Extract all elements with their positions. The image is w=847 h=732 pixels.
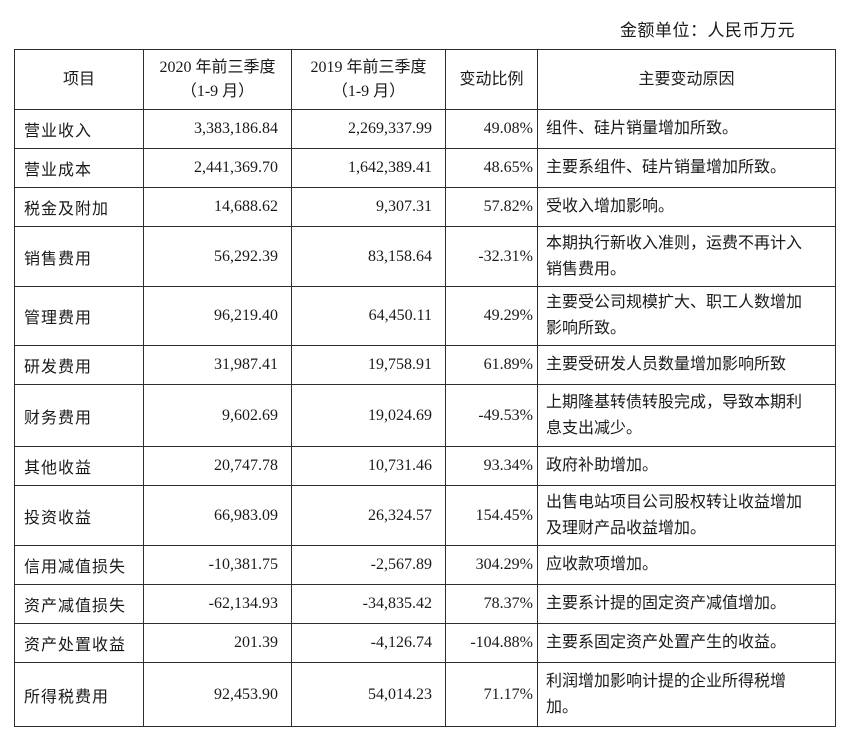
header-row: 项目 2020 年前三季度 （1-9 月） 2019 年前三季度 （1-9 月）… — [14, 49, 836, 110]
change-ratio-cell: 49.08% — [445, 109, 538, 149]
col-header-change: 变动比例 — [445, 49, 538, 110]
item-cell: 营业收入 — [14, 109, 144, 149]
value-2020-cell: 20,747.78 — [143, 446, 292, 486]
change-ratio-cell: 48.65% — [445, 148, 538, 188]
change-ratio-cell: 49.29% — [445, 286, 538, 346]
table-row: 销售费用 56,292.39 83,158.64 -32.31% 本期执行新收入… — [14, 226, 836, 287]
item-cell: 税金及附加 — [14, 187, 144, 227]
col-header-2019-line1: 2019 年前三季度 — [310, 59, 427, 77]
table-row: 投资收益 66,983.09 26,324.57 154.45% 出售电站项目公… — [14, 485, 836, 546]
value-2019-cell: -2,567.89 — [291, 545, 446, 585]
value-2020-cell: 3,383,186.84 — [143, 109, 292, 149]
value-2019-cell: 2,269,337.99 — [291, 109, 446, 149]
reason-cell: 主要受研发人员数量增加影响所致 — [537, 345, 836, 385]
col-header-item-label: 项目 — [62, 70, 95, 88]
value-2019-cell: -4,126.74 — [291, 623, 446, 663]
item-cell: 信用减值损失 — [14, 545, 144, 585]
value-2020-cell: -62,134.93 — [143, 584, 292, 624]
col-header-2020: 2020 年前三季度 （1-9 月） — [143, 49, 292, 110]
table-row: 管理费用 96,219.40 64,450.11 49.29% 主要受公司规模扩… — [14, 286, 836, 346]
item-cell: 所得税费用 — [14, 662, 144, 727]
value-2020-cell: 92,453.90 — [143, 662, 292, 727]
table-row: 研发费用 31,987.41 19,758.91 61.89% 主要受研发人员数… — [14, 345, 836, 385]
value-2020-cell: 56,292.39 — [143, 226, 292, 287]
reason-cell: 主要受公司规模扩大、职工人数增加影响所致。 — [537, 286, 836, 346]
value-2019-cell: 1,642,389.41 — [291, 148, 446, 188]
table-row: 财务费用 9,602.69 19,024.69 -49.53% 上期隆基转债转股… — [14, 384, 836, 447]
reason-cell: 组件、硅片销量增加所致。 — [537, 109, 836, 149]
value-2020-cell: 14,688.62 — [143, 187, 292, 227]
reason-cell: 主要系计提的固定资产减值增加。 — [537, 584, 836, 624]
table-row: 所得税费用 92,453.90 54,014.23 71.17% 利润增加影响计… — [14, 662, 836, 727]
col-header-change-label: 变动比例 — [459, 70, 524, 88]
reason-cell: 受收入增加影响。 — [537, 187, 836, 227]
change-ratio-cell: -32.31% — [445, 226, 538, 287]
item-cell: 财务费用 — [14, 384, 144, 447]
item-cell: 资产减值损失 — [14, 584, 144, 624]
value-2019-cell: 64,450.11 — [291, 286, 446, 346]
item-cell: 研发费用 — [14, 345, 144, 385]
change-ratio-cell: 61.89% — [445, 345, 538, 385]
value-2019-cell: 19,758.91 — [291, 345, 446, 385]
reason-cell: 本期执行新收入准则，运费不再计入销售费用。 — [537, 226, 836, 287]
item-cell: 管理费用 — [14, 286, 144, 346]
table-row: 营业收入 3,383,186.84 2,269,337.99 49.08% 组件… — [14, 109, 836, 149]
col-header-2019-line2: （1-9 月） — [331, 82, 406, 100]
reason-cell: 上期隆基转债转股完成，导致本期利息支出减少。 — [537, 384, 836, 447]
col-header-2020-line2: （1-9 月） — [180, 82, 255, 100]
value-2019-cell: -34,835.42 — [291, 584, 446, 624]
value-2020-cell: 201.39 — [143, 623, 292, 663]
change-ratio-cell: 154.45% — [445, 485, 538, 546]
value-2019-cell: 19,024.69 — [291, 384, 446, 447]
amount-unit-label: 金额单位：人民币万元 — [620, 21, 795, 40]
value-2020-cell: 9,602.69 — [143, 384, 292, 447]
value-2019-cell: 9,307.31 — [291, 187, 446, 227]
change-ratio-cell: 304.29% — [445, 545, 538, 585]
item-cell: 销售费用 — [14, 226, 144, 287]
item-cell: 资产处置收益 — [14, 623, 144, 663]
col-header-2019: 2019 年前三季度 （1-9 月） — [291, 49, 446, 110]
value-2020-cell: 2,441,369.70 — [143, 148, 292, 188]
table-row: 其他收益 20,747.78 10,731.46 93.34% 政府补助增加。 — [14, 446, 836, 486]
reason-cell: 主要系组件、硅片销量增加所致。 — [537, 148, 836, 188]
reason-cell: 主要系固定资产处置产生的收益。 — [537, 623, 836, 663]
col-header-reason: 主要变动原因 — [537, 49, 836, 110]
value-2020-cell: 96,219.40 — [143, 286, 292, 346]
table-row: 税金及附加 14,688.62 9,307.31 57.82% 受收入增加影响。 — [14, 187, 836, 227]
table-row: 营业成本 2,441,369.70 1,642,389.41 48.65% 主要… — [14, 148, 836, 188]
reason-cell: 政府补助增加。 — [537, 446, 836, 486]
change-ratio-cell: 78.37% — [445, 584, 538, 624]
change-ratio-cell: -49.53% — [445, 384, 538, 447]
value-2020-cell: -10,381.75 — [143, 545, 292, 585]
financial-changes-table: 项目 2020 年前三季度 （1-9 月） 2019 年前三季度 （1-9 月）… — [14, 49, 836, 727]
table-row: 资产处置收益 201.39 -4,126.74 -104.88% 主要系固定资产… — [14, 623, 836, 663]
table-row: 资产减值损失 -62,134.93 -34,835.42 78.37% 主要系计… — [14, 584, 836, 624]
item-cell: 营业成本 — [14, 148, 144, 188]
change-ratio-cell: 57.82% — [445, 187, 538, 227]
item-cell: 投资收益 — [14, 485, 144, 546]
reason-cell: 出售电站项目公司股权转让收益增加及理财产品收益增加。 — [537, 485, 836, 546]
value-2019-cell: 83,158.64 — [291, 226, 446, 287]
col-header-reason-label: 主要变动原因 — [638, 70, 735, 88]
reason-cell: 应收款项增加。 — [537, 545, 836, 585]
value-2019-cell: 10,731.46 — [291, 446, 446, 486]
col-header-item: 项目 — [14, 49, 144, 110]
item-cell: 其他收益 — [14, 446, 144, 486]
col-header-2020-line1: 2020 年前三季度 — [159, 59, 276, 77]
change-ratio-cell: -104.88% — [445, 623, 538, 663]
value-2020-cell: 31,987.41 — [143, 345, 292, 385]
table-row: 信用减值损失 -10,381.75 -2,567.89 304.29% 应收款项… — [14, 545, 836, 585]
change-ratio-cell: 93.34% — [445, 446, 538, 486]
reason-cell: 利润增加影响计提的企业所得税增加。 — [537, 662, 836, 727]
value-2019-cell: 54,014.23 — [291, 662, 446, 727]
change-ratio-cell: 71.17% — [445, 662, 538, 727]
value-2020-cell: 66,983.09 — [143, 485, 292, 546]
value-2019-cell: 26,324.57 — [291, 485, 446, 546]
